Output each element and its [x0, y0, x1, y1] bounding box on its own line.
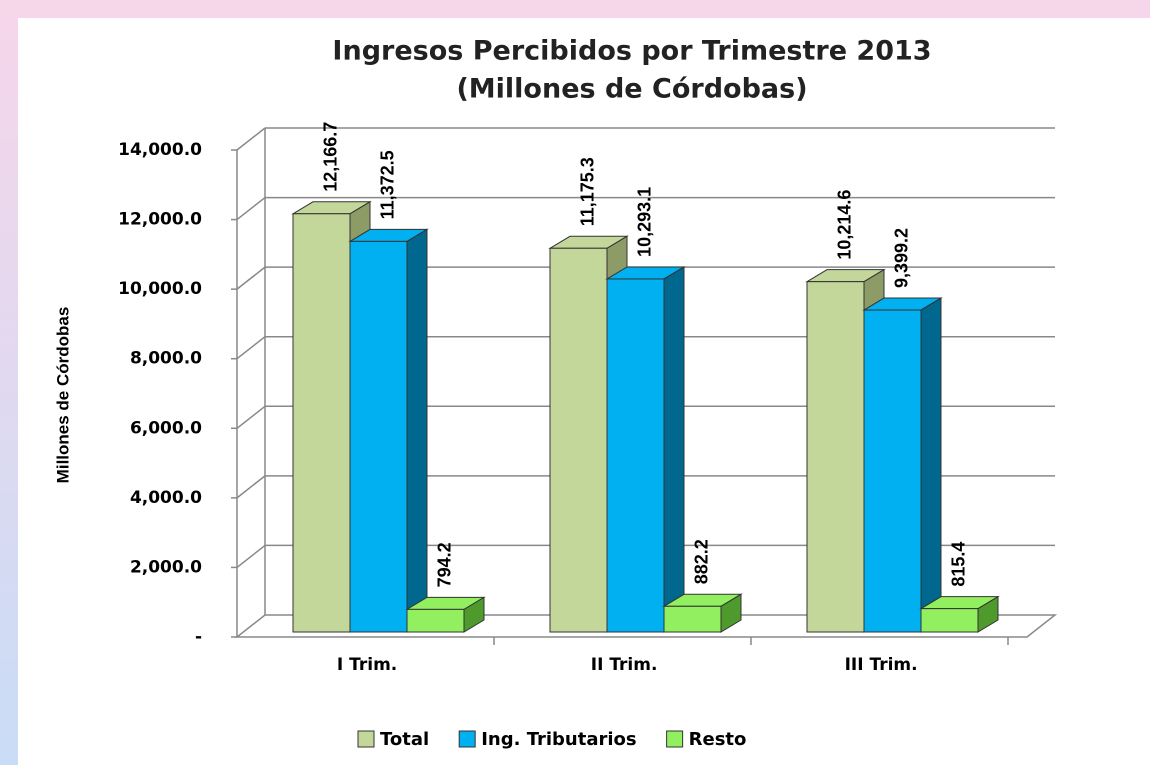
legend-label: Total	[380, 729, 429, 750]
x-tick-label: II Trim.	[591, 655, 658, 675]
chart-title: Ingresos Percibidos por Trimestre 2013	[332, 36, 931, 67]
y-tick-label: 4,000.0	[130, 488, 202, 508]
y-tick-label: 14,000.0	[118, 140, 202, 160]
bar-side	[406, 228, 428, 633]
bar-side	[920, 297, 942, 633]
grid-line	[236, 544, 266, 569]
y-axis-label: Millones de Córdobas	[53, 307, 72, 484]
bar	[806, 281, 865, 633]
x-tick-label: I Trim.	[337, 655, 397, 675]
legend-label: Ing. Tributarios	[481, 729, 636, 750]
y-tick-label: 8,000.0	[130, 349, 202, 369]
value-label: 11,372.5	[377, 150, 397, 219]
bar	[549, 247, 608, 633]
y-tick-label: 12,000.0	[118, 210, 202, 230]
y-tick-label: -	[195, 627, 202, 647]
grid-line	[236, 127, 266, 151]
value-label: 794.2	[434, 542, 454, 587]
bar	[349, 240, 408, 633]
value-label: 9,399.2	[891, 228, 911, 288]
legend-label: Resto	[689, 729, 747, 750]
value-label: 12,166.7	[320, 122, 340, 192]
value-label: 11,175.3	[577, 157, 597, 226]
bar	[292, 213, 351, 633]
bar-side	[663, 266, 685, 633]
bar	[920, 608, 979, 633]
bar	[863, 309, 922, 633]
value-label: 815.4	[948, 542, 968, 587]
x-tick-label: III Trim.	[845, 655, 918, 675]
legend-swatch	[666, 730, 684, 748]
value-label: 10,214.6	[834, 190, 854, 260]
bar	[663, 605, 722, 633]
value-label: 882.2	[691, 539, 711, 584]
value-label: 10,293.1	[634, 187, 654, 257]
grid-line	[236, 266, 266, 290]
grid-line	[236, 196, 266, 221]
bar	[406, 608, 465, 633]
bar	[606, 278, 665, 633]
legend-swatch	[458, 730, 476, 748]
y-tick-label: 10,000.0	[118, 279, 202, 299]
grid-line	[236, 475, 266, 499]
y-tick-label: 6,000.0	[130, 418, 202, 438]
grid-line	[236, 405, 266, 429]
grid-line	[236, 336, 266, 360]
legend-swatch	[357, 730, 375, 748]
y-tick-label: 2,000.0	[130, 557, 202, 577]
chart-subtitle: (Millones de Córdobas)	[456, 74, 807, 105]
